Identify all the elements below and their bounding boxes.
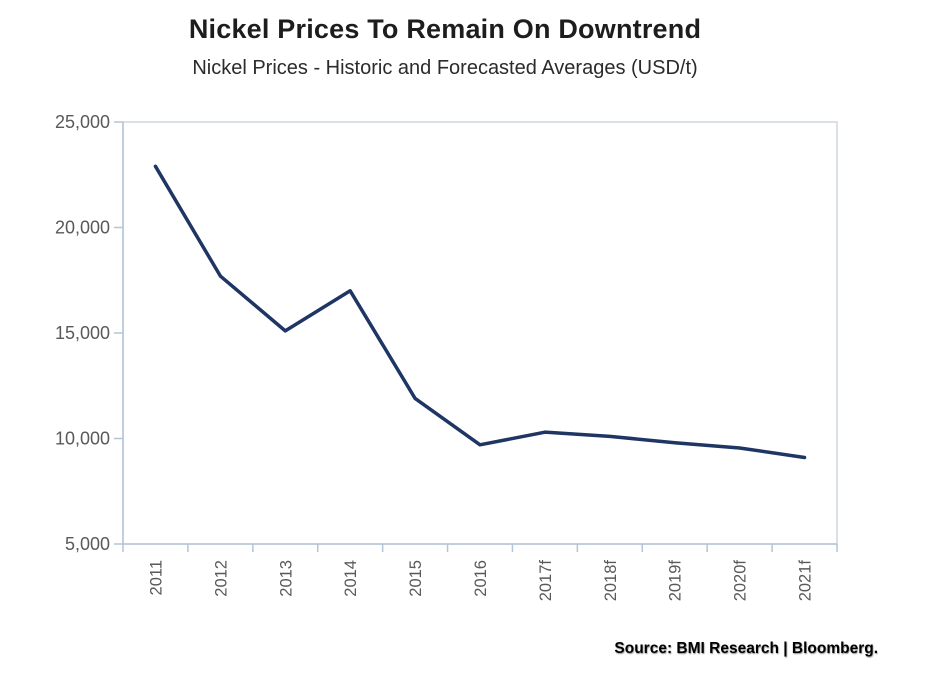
x-tick-label: 2012 — [212, 560, 230, 597]
x-tick-label: 2020f — [732, 560, 750, 602]
y-tick-label: 25,000 — [55, 112, 110, 132]
nickel-price-line — [153, 164, 807, 460]
x-tick-label: 2017f — [537, 560, 555, 602]
x-tick-label: 2013 — [277, 560, 295, 597]
chart-subtitle: Nickel Prices - Historic and Forecasted … — [192, 57, 698, 79]
x-tick-label: 2016 — [472, 560, 490, 597]
y-tick-label: 20,000 — [55, 218, 110, 238]
x-tick-label: 2014 — [342, 560, 360, 597]
y-tick-label: 10,000 — [55, 429, 110, 449]
y-tick-label: 15,000 — [55, 323, 110, 343]
plot-border — [122, 121, 838, 545]
header: Nickel Prices To Remain On Downtrend Nic… — [0, 0, 890, 80]
x-tick-label: 2011 — [147, 560, 165, 595]
x-tick-label: 2018f — [602, 560, 620, 602]
x-tick-label: 2015 — [407, 560, 425, 597]
x-tick-label: 2021f — [797, 560, 815, 602]
y-tick-label: 5,000 — [65, 534, 110, 554]
x-tick-label: 2019f — [667, 560, 685, 602]
source-credit: Source: BMI Research | Bloomberg. — [614, 640, 878, 657]
chart-title: Nickel Prices To Remain On Downtrend — [188, 14, 702, 44]
